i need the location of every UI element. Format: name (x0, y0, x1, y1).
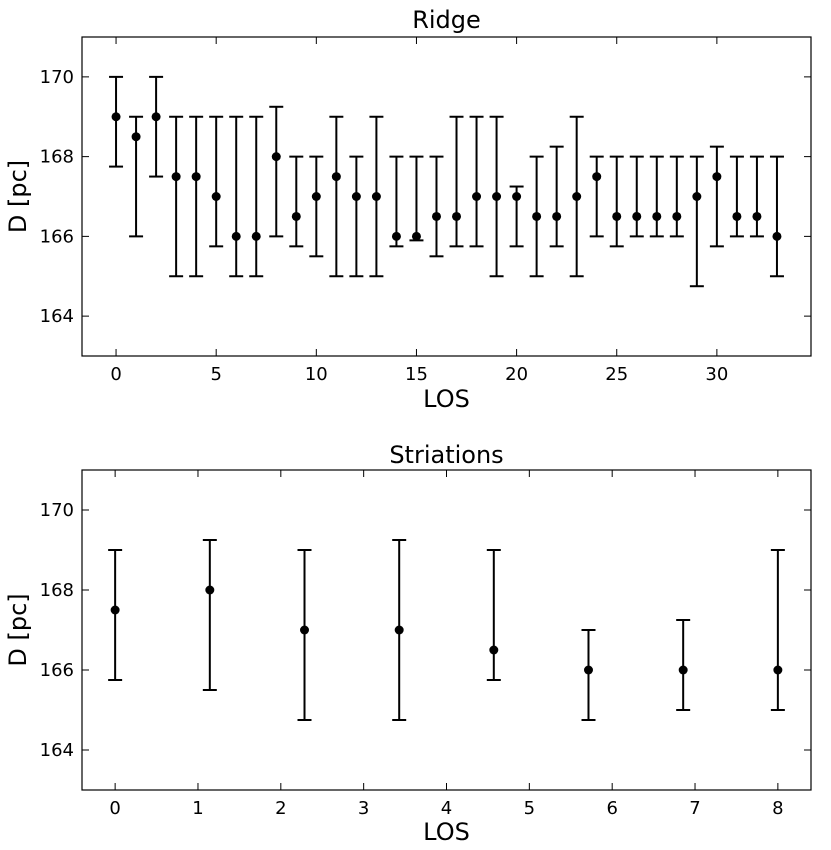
x-tick-label: 5 (210, 364, 221, 385)
data-point (752, 211, 762, 221)
y-tick-label: 166 (40, 660, 74, 681)
data-point (110, 605, 120, 615)
y-tick-label: 166 (40, 226, 74, 247)
data-point (251, 231, 261, 241)
x-tick-label: 10 (305, 364, 328, 385)
x-tick-label: 25 (605, 364, 628, 385)
data-point (692, 192, 702, 201)
ridge-panel: Ridge LOS D [pc] 0 5 10 15 20 25 30 164 166 168 170 (4, 6, 812, 413)
data-point (391, 231, 401, 241)
x-tick-label: 30 (705, 364, 728, 385)
y-tick-label: 170 (40, 67, 74, 88)
data-point (331, 172, 341, 182)
data-point (351, 192, 361, 201)
data-point (773, 665, 783, 675)
data-point (171, 172, 181, 182)
chart-title: Striations (389, 441, 503, 469)
y-tick-label: 168 (40, 147, 74, 168)
x-tick-label: 2 (275, 798, 286, 819)
data-point (652, 211, 662, 221)
x-tick-label: 0 (110, 364, 121, 385)
x-tick-label: 1 (192, 798, 203, 819)
y-tick-label: 168 (40, 580, 74, 601)
data-point (151, 112, 161, 122)
chart-title: Ridge (412, 6, 481, 34)
data-point (552, 211, 562, 221)
data-point (271, 152, 281, 162)
x-axis-label: LOS (423, 818, 470, 846)
x-tick-label: 15 (405, 364, 428, 385)
data-point (572, 192, 582, 201)
data-point (583, 665, 593, 675)
data-point (632, 211, 642, 221)
data-point (411, 231, 421, 241)
y-axis-label: D [pc] (4, 593, 32, 666)
axes-frame (81, 36, 812, 357)
data-point (672, 211, 682, 221)
x-tick-label: 3 (358, 798, 369, 819)
y-tick-label: 164 (40, 740, 74, 761)
axes-frame (81, 469, 812, 791)
y-tick-label: 164 (40, 306, 74, 327)
x-axis-label: LOS (423, 385, 470, 413)
data-point (489, 645, 499, 655)
data-point (592, 172, 602, 182)
data-point (712, 172, 722, 182)
x-tick-label: 0 (109, 798, 120, 819)
data-point (211, 192, 221, 201)
data-point (291, 211, 301, 221)
data-point (452, 211, 462, 221)
data-point (732, 211, 742, 221)
data-point (131, 132, 141, 142)
data-point (371, 192, 381, 201)
data-point (231, 231, 241, 241)
data-point (205, 585, 215, 595)
y-axis-label: D [pc] (4, 160, 32, 233)
x-tick-label: 7 (689, 798, 700, 819)
data-point (492, 192, 502, 201)
data-point (431, 211, 441, 221)
data-point (512, 192, 522, 201)
data-point (532, 211, 542, 221)
data-point (394, 625, 404, 635)
data-point (300, 625, 310, 635)
x-tick-label: 4 (441, 798, 452, 819)
x-tick-label: 8 (772, 798, 783, 819)
data-point (612, 211, 622, 221)
data-point (772, 231, 782, 241)
data-point (678, 665, 688, 675)
striations-panel: Striations LOS D [pc] 0 1 2 3 4 5 6 7 8 164 166 168 170 (4, 441, 812, 846)
data-point (111, 112, 121, 122)
x-tick-label: 20 (505, 364, 528, 385)
x-tick-label: 5 (524, 798, 535, 819)
data-point (311, 192, 321, 201)
data-point (191, 172, 201, 182)
x-tick-label: 6 (606, 798, 617, 819)
data-point (472, 192, 482, 201)
y-tick-label: 170 (40, 500, 74, 521)
